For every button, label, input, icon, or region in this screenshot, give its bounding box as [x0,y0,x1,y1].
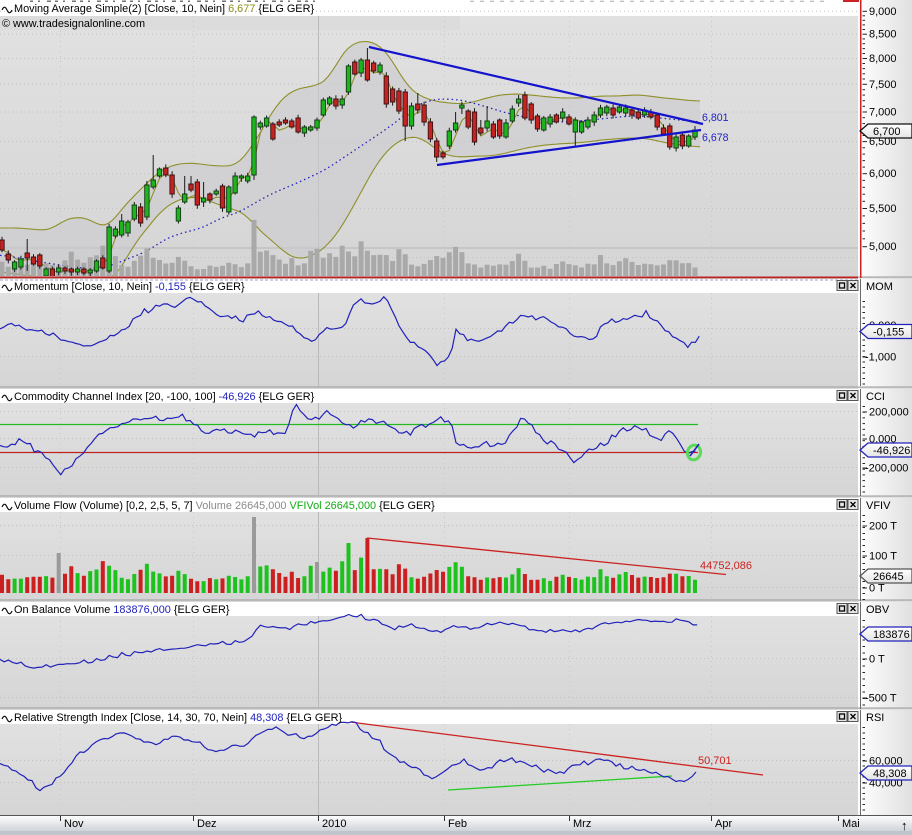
svg-text:Volume Flow (Volume) [0,2, 2,5: Volume Flow (Volume) [0,2, 2,5, 5, 7] Vo… [14,500,435,512]
svg-text:MOM: MOM [866,281,893,293]
svg-text:8,000: 8,000 [869,53,897,65]
svg-text:7,000: 7,000 [869,107,897,119]
svg-text:Momentum [Close, 10, Nein] -0,: Momentum [Close, 10, Nein] -0,155 {ELG G… [14,281,245,293]
svg-text:9,000: 9,000 [869,6,897,18]
svg-text:7,500: 7,500 [869,79,897,91]
svg-text:5,000: 5,000 [869,241,897,253]
svg-text:-500 T: -500 T [865,693,897,705]
svg-text:6,000: 6,000 [869,168,897,180]
svg-text:183876: 183876 [873,629,910,641]
svg-text:Commodity Channel Index [20, -: Commodity Channel Index [20, -100, 100] … [14,391,315,403]
svg-text:-46,926: -46,926 [873,445,910,457]
svg-text:CCI: CCI [866,391,885,403]
svg-text:Mrz: Mrz [573,818,591,830]
svg-text:48,308: 48,308 [873,768,907,780]
svg-text:© www.tradesignalonline.com: © www.tradesignalonline.com [2,18,145,30]
svg-text:50,701: 50,701 [698,755,732,767]
svg-text:-0,155: -0,155 [873,327,904,339]
svg-text:5,500: 5,500 [869,203,897,215]
svg-text:6,700: 6,700 [873,126,901,138]
svg-text:6,801: 6,801 [702,112,729,124]
svg-text:On Balance Volume 183876,000 {: On Balance Volume 183876,000 {ELG GER} [14,604,230,616]
svg-text:Feb: Feb [448,818,467,830]
svg-text:Moving Average Simple(2) [Clos: Moving Average Simple(2) [Close, 10, Nei… [14,3,314,15]
svg-text:VFIV: VFIV [866,500,891,512]
svg-text:60,000: 60,000 [869,756,903,768]
svg-text:0 T: 0 T [869,654,885,666]
svg-text:Apr: Apr [715,818,732,830]
svg-text:-200,000: -200,000 [865,463,908,475]
svg-text:RSI: RSI [866,712,884,724]
svg-text:6,500: 6,500 [869,136,897,148]
svg-text:200 T: 200 T [869,521,897,533]
svg-text:0 T: 0 T [869,583,885,595]
svg-text:-1,000: -1,000 [865,352,896,364]
svg-text:8,500: 8,500 [869,29,897,41]
svg-text:Dez: Dez [197,818,217,830]
svg-text:Nov: Nov [64,818,84,830]
svg-text:Relative Strength Index [Close: Relative Strength Index [Close, 14, 30, … [14,712,343,724]
svg-text:200,000: 200,000 [869,407,909,419]
svg-text:44752,086: 44752,086 [700,560,752,572]
svg-text:100 T: 100 T [869,551,897,563]
svg-text:OBV: OBV [866,604,890,616]
svg-text:↑: ↑ [901,818,908,833]
svg-text:6,678: 6,678 [702,132,729,144]
svg-text:26645: 26645 [873,571,904,583]
svg-text:2010: 2010 [322,818,346,830]
svg-text:Mai: Mai [842,818,860,830]
